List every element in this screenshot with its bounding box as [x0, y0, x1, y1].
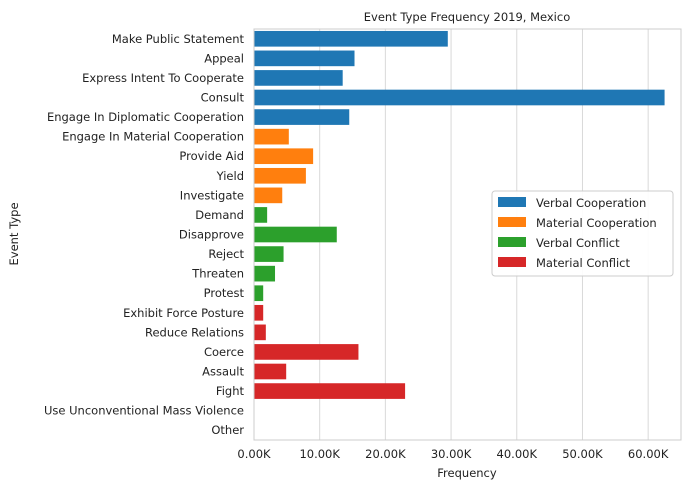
legend-swatch — [498, 257, 526, 267]
plot-frame — [253, 28, 682, 441]
y-tick-label: Use Unconventional Mass Violence — [44, 404, 244, 418]
y-tick-label: Engage In Material Cooperation — [62, 130, 244, 144]
x-tick-label: 30.00K — [431, 447, 472, 461]
y-tick-label: Exhibit Force Posture — [123, 306, 244, 320]
y-tick-label: Express Intent To Cooperate — [82, 71, 244, 85]
y-tick-label: Other — [211, 423, 244, 437]
y-tick-label: Make Public Statement — [112, 32, 245, 46]
bar-appeal — [254, 50, 355, 67]
x-tick-label: 40.00K — [497, 447, 538, 461]
bar-protest — [254, 285, 264, 302]
x-tick-label: 60.00K — [628, 447, 669, 461]
y-tick-label: Protest — [204, 286, 245, 300]
y-tick-label: Assault — [202, 365, 244, 379]
x-tick-label: 50.00K — [562, 447, 603, 461]
legend-swatch — [498, 237, 526, 247]
y-tick-label: Threaten — [191, 267, 244, 281]
bar-threaten — [254, 265, 276, 282]
bar-engage-in-material-cooperation — [254, 128, 289, 145]
y-tick-label: Reject — [208, 247, 244, 261]
y-tick-label: Yield — [216, 169, 244, 183]
bar-consult — [254, 89, 665, 106]
y-tick-label: Demand — [195, 208, 244, 222]
bars — [254, 30, 665, 399]
legend-box — [491, 190, 674, 277]
y-tick-label: Fight — [216, 384, 245, 398]
bar-yield — [254, 167, 306, 184]
y-tick-label: Disapprove — [179, 228, 244, 242]
bar-investigate — [254, 187, 283, 204]
legend-swatch — [498, 197, 526, 207]
bar-exhibit-force-posture — [254, 304, 264, 321]
legend-label: Material Conflict — [536, 256, 630, 270]
bar-reject — [254, 246, 284, 262]
y-tick-label: Appeal — [204, 51, 244, 65]
legend-label: Material Cooperation — [536, 216, 657, 230]
bar-demand — [254, 207, 268, 223]
bar-provide-aid — [254, 148, 314, 165]
bar-assault — [254, 363, 287, 380]
legend-label: Verbal Cooperation — [536, 196, 646, 210]
y-tick-label: Provide Aid — [179, 149, 244, 163]
legend-swatch — [498, 217, 526, 227]
y-tick-label: Reduce Relations — [145, 325, 244, 339]
bar-engage-in-diplomatic-cooperation — [254, 109, 350, 125]
bar-disapprove — [254, 226, 337, 243]
bar-reduce-relations — [254, 324, 266, 341]
legend: Verbal Cooperation Material Cooperation Ve… — [491, 190, 674, 277]
x-axis-tick-labels: 0.00K 10.00K 20.00K 30.00K 40.00K 50.00K 60.00… — [237, 447, 668, 461]
bar-fight — [254, 383, 406, 399]
y-tick-label: Consult — [201, 91, 245, 105]
bar-coerce — [254, 344, 359, 360]
legend-label: Verbal Conflict — [536, 236, 620, 250]
x-axis-title: Frequency — [437, 466, 497, 480]
x-tick-label: 0.00K — [237, 447, 271, 461]
x-tick-label: 10.00K — [299, 447, 340, 461]
y-tick-label: Coerce — [204, 345, 244, 359]
x-tick-label: 20.00K — [365, 447, 406, 461]
y-axis-tick-labels: Make Public Statement Appeal Express Inten… — [44, 32, 244, 437]
y-tick-label: Engage In Diplomatic Cooperation — [47, 110, 244, 124]
chart-title: Event Type Frequency 2019, Mexico — [364, 10, 570, 24]
y-axis-title: Event Type — [7, 202, 21, 265]
bar-make-public-statement — [254, 30, 448, 47]
bar-express-intent-to-cooperate — [254, 70, 343, 86]
y-tick-label: Investigate — [180, 188, 244, 202]
